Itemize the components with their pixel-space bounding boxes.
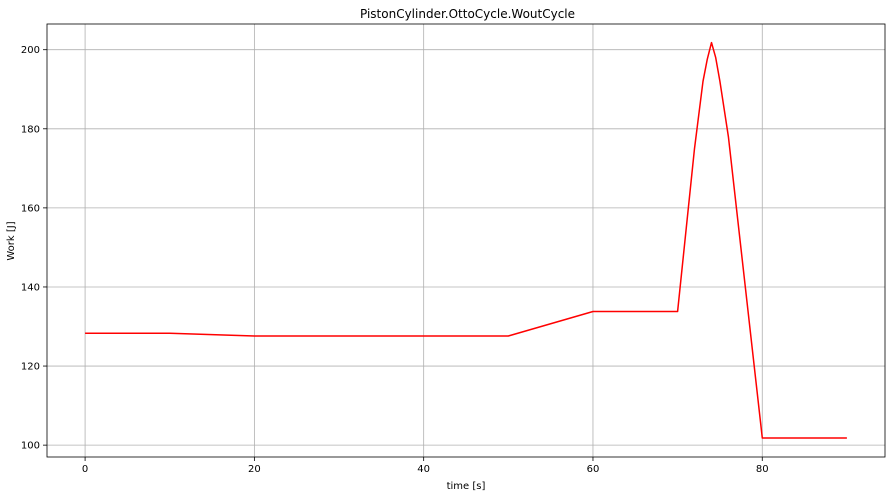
plot-area-frame: [46, 23, 886, 458]
x-axis-label: time [s]: [447, 481, 486, 492]
y-axis-label: Work [J]: [6, 221, 17, 260]
y-tick-label: 200: [21, 45, 40, 56]
x-tick-label: 0: [82, 464, 88, 475]
y-tick-label: 140: [21, 282, 40, 293]
series-layer: [85, 41, 847, 439]
y-tick-label: 120: [21, 362, 40, 373]
chart-title: PistonCylinder.OttoCycle.WoutCycle: [360, 7, 575, 21]
axis-ticks: 0 20 40 60 80 100 120 140 160 180 200: [21, 45, 769, 475]
x-tick-label: 20: [248, 464, 261, 475]
y-tick-label: 100: [21, 441, 40, 452]
x-tick-label: 80: [756, 464, 769, 475]
x-tick-label: 60: [587, 464, 600, 475]
y-tick-label: 160: [21, 203, 40, 214]
grid-lines: [47, 24, 885, 457]
series-line-0: [85, 41, 847, 439]
x-tick-label: 40: [417, 464, 430, 475]
y-tick-label: 180: [21, 124, 40, 135]
